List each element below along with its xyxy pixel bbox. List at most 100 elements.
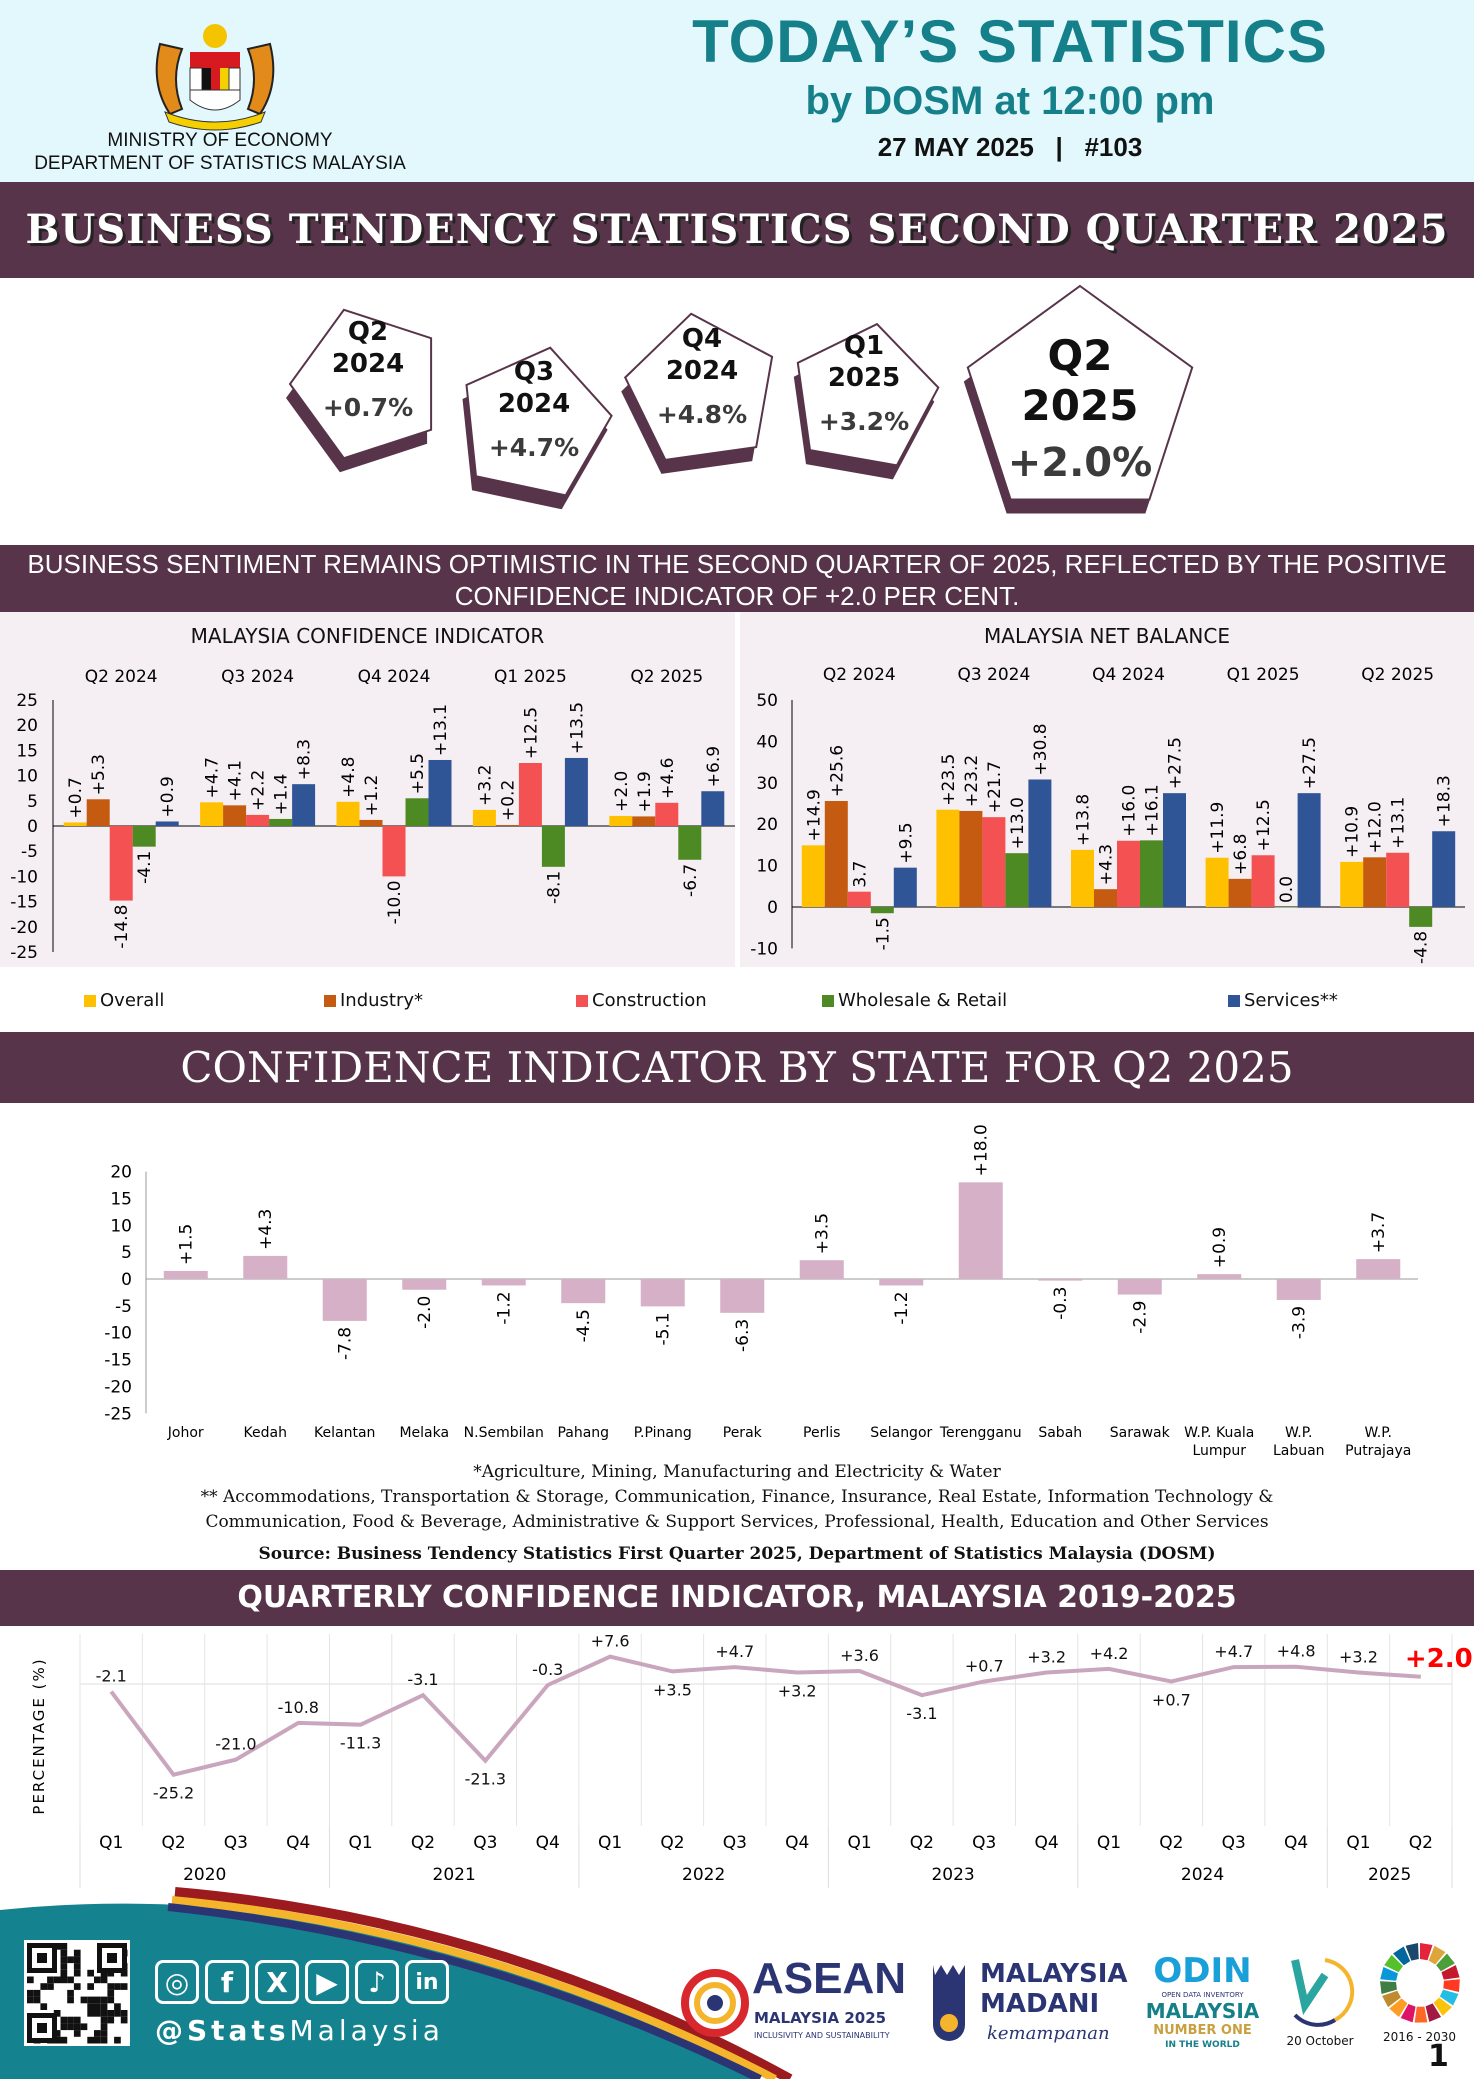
point-label: +3.2 xyxy=(1339,1647,1378,1666)
madani-emblem-icon xyxy=(933,1965,965,2041)
y-tick-label: -25 xyxy=(104,1404,132,1424)
point-label: -21.3 xyxy=(465,1770,506,1789)
y-tick-label: -20 xyxy=(10,918,38,938)
quarter-tick-label: Q2 xyxy=(1159,1833,1183,1853)
bar-value-label: -6.3 xyxy=(733,1319,753,1352)
asean-malaysia-2025-logo: ASEAN MALAYSIA 2025 INCLUSIVITY AND SUST… xyxy=(680,1955,910,2050)
state-label: P.Pinang xyxy=(634,1425,692,1441)
bar-value-label: +27.5 xyxy=(1166,737,1186,789)
bar-value-label: +23.2 xyxy=(962,755,982,807)
bar-value-label: -14.8 xyxy=(112,905,132,949)
page-subtitle: by DOSM at 12:00 pm xyxy=(805,79,1215,123)
state-label: N.Sembilan xyxy=(464,1425,544,1441)
bar xyxy=(246,814,270,826)
quarter-tick-label: Q1 xyxy=(847,1833,871,1853)
legend-swatch xyxy=(324,994,336,1007)
state-bar xyxy=(799,1260,844,1279)
headline-line-1: BUSINESS SENTIMENT REMAINS OPTIMISTIC IN… xyxy=(27,549,1447,579)
tiktok-icon[interactable]: ♪ xyxy=(355,1960,399,2004)
year-label: 2020 xyxy=(183,1865,226,1885)
pentagon xyxy=(288,308,433,460)
social-handle[interactable]: @StatsMalaysia xyxy=(155,2014,444,2047)
qr-module xyxy=(60,1943,68,1950)
state-chart-title: CONFIDENCE INDICATOR BY STATE FOR Q2 202… xyxy=(0,1032,1474,1103)
pentagon xyxy=(796,322,940,467)
state-bar xyxy=(879,1279,924,1286)
quarter-tick-label: Q2 xyxy=(910,1833,934,1853)
bar xyxy=(936,809,960,907)
bar-value-label: -1.2 xyxy=(892,1291,912,1324)
category-label: Q3 2024 xyxy=(221,667,294,687)
point-label: -2.1 xyxy=(96,1667,127,1686)
state-bar xyxy=(1197,1274,1242,1279)
bar-value-label: +5.3 xyxy=(89,754,109,795)
sdg-segment xyxy=(1428,1945,1445,1965)
bar-value-label: +2.0 xyxy=(612,771,632,812)
bar-value-label: +2.2 xyxy=(249,770,269,811)
bar xyxy=(292,784,316,826)
category-label: Q3 2024 xyxy=(957,665,1030,685)
qr-module xyxy=(114,2036,121,2044)
qr-finder xyxy=(107,1953,117,1963)
malaysia-madani-logo: MALAYSIA MADANI kemampanan xyxy=(925,1955,1128,2050)
bar-value-label: +0.7 xyxy=(66,777,86,818)
bar xyxy=(655,802,679,826)
qr-module xyxy=(120,2010,128,2017)
qr-code-icon[interactable] xyxy=(24,1940,130,2046)
qr-module xyxy=(27,1989,34,1997)
bar-value-label: -0.3 xyxy=(1051,1287,1071,1320)
bar xyxy=(824,801,848,907)
bar-value-label: +3.7 xyxy=(1369,1212,1389,1253)
y-tick-label: 10 xyxy=(756,857,778,877)
bar-value-label: +11.9 xyxy=(1208,802,1228,854)
point-label: -3.1 xyxy=(906,1704,937,1723)
facebook-icon[interactable]: f xyxy=(205,1960,249,2004)
qr-finder xyxy=(37,1953,47,1963)
qr-module xyxy=(100,1969,108,1977)
sdg-segment xyxy=(1400,2004,1416,2023)
bar-value-label: +10.9 xyxy=(1343,806,1363,858)
state-label: Pahang xyxy=(557,1425,609,1441)
bar-value-label: +13.8 xyxy=(1074,794,1094,846)
bar xyxy=(541,826,565,867)
state-bar xyxy=(1038,1279,1083,1281)
bar xyxy=(1432,831,1456,907)
qr-module xyxy=(94,2030,101,2037)
qr-module xyxy=(87,1983,94,1990)
point-label: -25.2 xyxy=(153,1784,194,1803)
bar-value-label: +3.5 xyxy=(813,1213,833,1254)
state-label: Johor xyxy=(167,1425,204,1441)
page-number: 1 xyxy=(1428,2039,1449,2074)
qr-module xyxy=(60,1976,68,1984)
qr-module xyxy=(67,2016,74,2024)
linkedin-icon[interactable]: in xyxy=(405,1960,449,2004)
instagram-icon[interactable]: ◎ xyxy=(155,1960,199,2004)
quarter-tick-label: Q1 xyxy=(1097,1833,1121,1853)
quarter-tick-label: Q3 xyxy=(224,1833,248,1853)
bar-value-label: +12.5 xyxy=(1254,799,1274,851)
point-label: -3.1 xyxy=(407,1670,438,1689)
sdg-segment xyxy=(1440,1965,1460,1980)
bar-value-label: +0.9 xyxy=(1210,1227,1230,1268)
y-tick-label: -10 xyxy=(750,939,778,959)
qr-module xyxy=(100,2030,108,2037)
state-label: W.P. xyxy=(1285,1425,1312,1441)
state-label: Perlis xyxy=(803,1425,840,1441)
qr-module xyxy=(100,2036,108,2044)
qr-module xyxy=(27,1996,34,2004)
bar-value-label: -2.0 xyxy=(415,1296,435,1329)
x-icon[interactable]: X xyxy=(255,1960,299,2004)
bar-value-label: +6.9 xyxy=(704,746,724,787)
youtube-icon[interactable]: ▶ xyxy=(305,1960,349,2004)
bar-value-label: -8.1 xyxy=(544,871,564,904)
state-bar xyxy=(1117,1279,1162,1295)
qr-module xyxy=(53,2030,61,2037)
bar xyxy=(155,821,179,826)
state-label: Melaka xyxy=(399,1425,449,1441)
bar-value-label: +0.2 xyxy=(498,780,518,821)
qr-module xyxy=(60,1956,68,1964)
bar-value-label: +18.3 xyxy=(1435,775,1455,827)
bar-value-label: +0.9 xyxy=(158,776,178,817)
separator: | xyxy=(1055,132,1063,162)
qr-module xyxy=(67,2023,74,2031)
